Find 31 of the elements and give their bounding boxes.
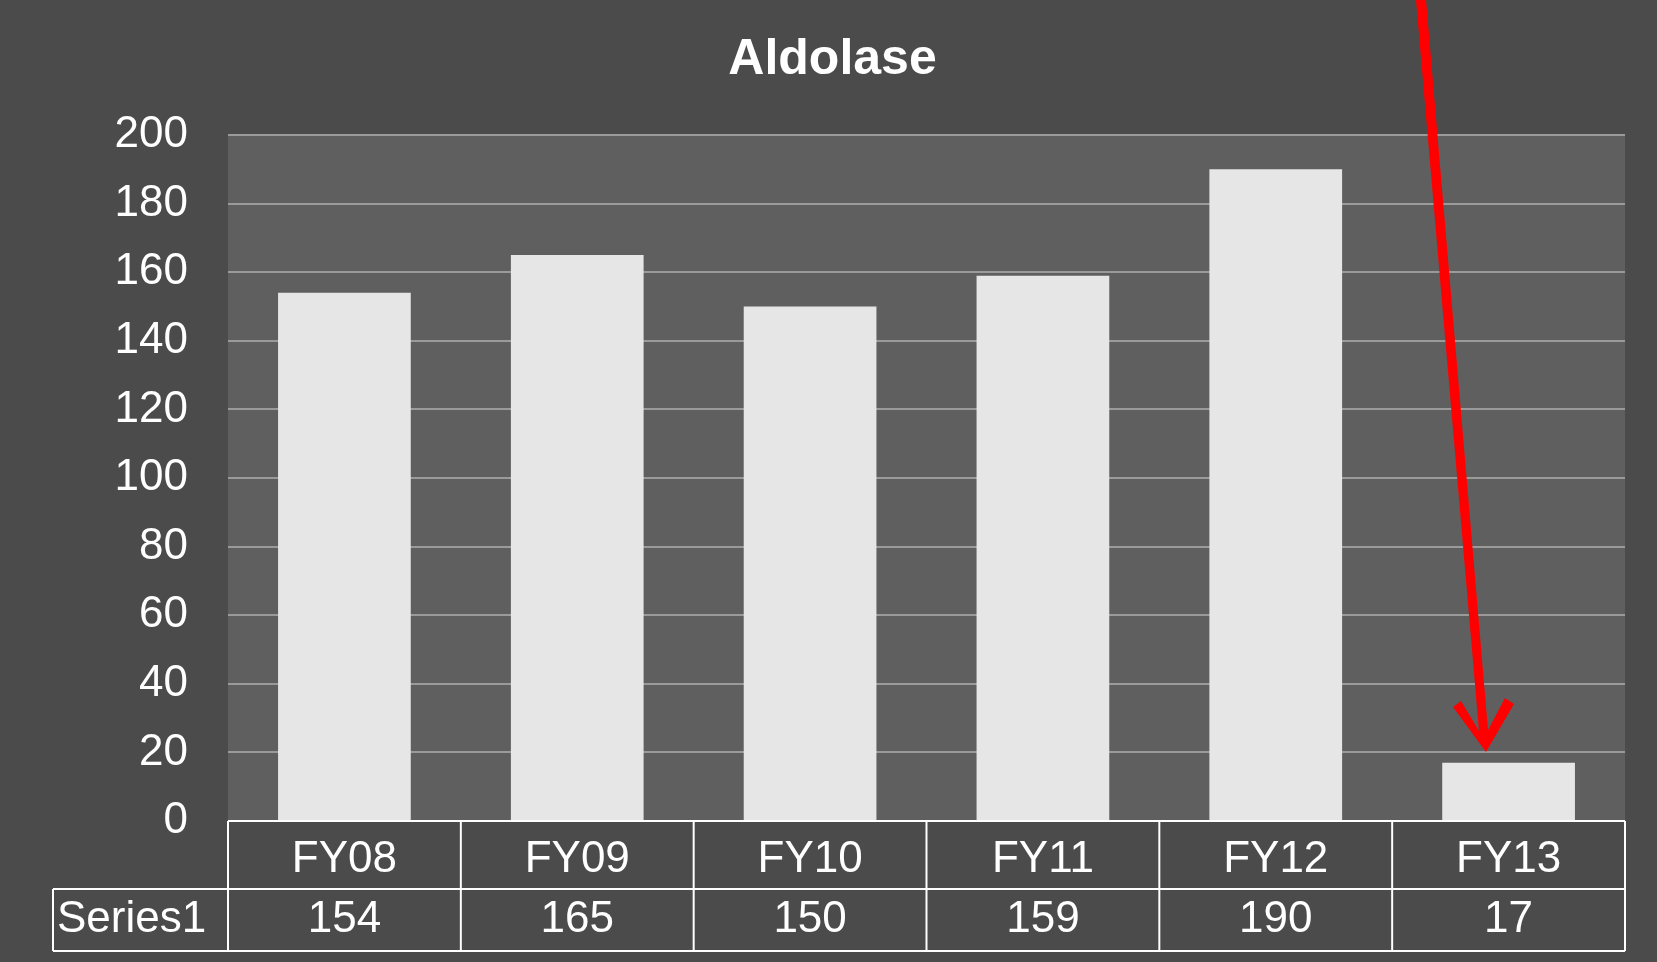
x-tick-label: FY10 bbox=[757, 831, 863, 881]
y-tick-label: 80 bbox=[139, 518, 188, 568]
y-tick-label: 100 bbox=[114, 450, 188, 500]
x-tick-label: FY11 bbox=[991, 831, 1094, 881]
y-tick-label: 60 bbox=[139, 587, 188, 637]
y-tick-label: 40 bbox=[139, 655, 188, 705]
y-tick-label: 20 bbox=[139, 724, 188, 774]
chart-title: Aldolase bbox=[728, 28, 937, 85]
data-label: 150 bbox=[773, 892, 847, 942]
y-tick-label: 180 bbox=[114, 175, 188, 225]
data-label: 165 bbox=[540, 892, 614, 942]
y-tick-label: 140 bbox=[114, 312, 188, 362]
x-tick-label: FY13 bbox=[1456, 831, 1562, 881]
y-tick-label: 120 bbox=[114, 381, 188, 431]
bar bbox=[278, 292, 411, 820]
text: Series1 bbox=[57, 892, 207, 942]
data-label: 190 bbox=[1239, 892, 1313, 942]
data-label: 159 bbox=[1006, 892, 1080, 942]
x-tick-label: FY08 bbox=[291, 831, 397, 881]
x-tick-label: FY09 bbox=[524, 831, 630, 881]
bar bbox=[1209, 169, 1343, 820]
y-tick-label: 200 bbox=[114, 107, 188, 157]
bar bbox=[510, 255, 644, 820]
data-label: 17 bbox=[1484, 892, 1534, 942]
bar bbox=[976, 275, 1110, 820]
bar bbox=[1442, 762, 1575, 820]
data-label: 154 bbox=[307, 892, 382, 942]
y-tick-label: 160 bbox=[114, 244, 188, 294]
bar bbox=[743, 306, 877, 820]
x-tick-label: FY12 bbox=[1223, 831, 1329, 881]
y-tick-label: 0 bbox=[163, 793, 188, 843]
